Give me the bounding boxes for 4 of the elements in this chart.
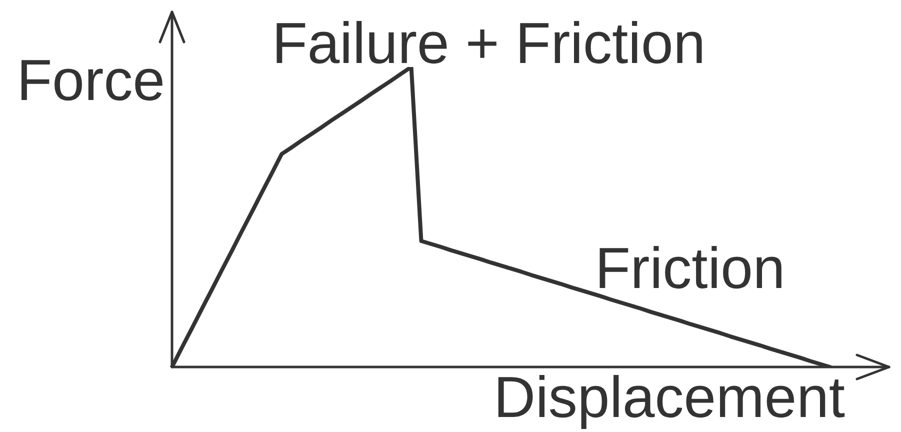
x-axis-title: Displacement	[494, 365, 845, 430]
annotation: Friction	[595, 236, 786, 301]
annotation: Failure + Friction	[272, 11, 706, 76]
y-axis-title: Force	[16, 48, 165, 113]
